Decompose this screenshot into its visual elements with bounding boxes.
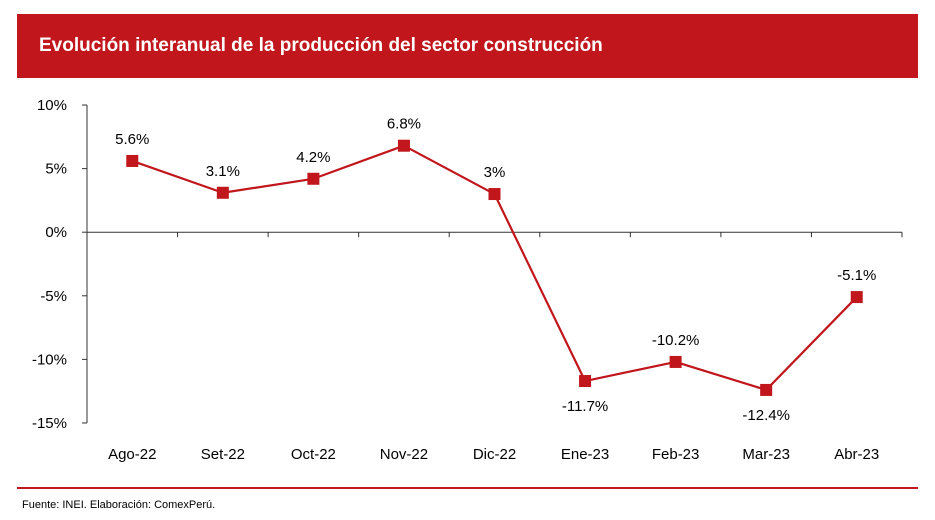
data-label: -10.2%: [652, 332, 700, 349]
data-labels-group: 5.6% 3.1% 4.2% 6.8% 3% -11.7% -10.2% -12.4% -5.1…: [115, 116, 876, 424]
series-line-group: [126, 139, 863, 396]
data-point-marker: [669, 355, 682, 368]
x-tick-label: Oct-22: [291, 446, 336, 463]
footer-divider: [17, 487, 918, 489]
x-tick-label: Mar-23: [742, 446, 790, 463]
x-tick-label: Feb-23: [652, 446, 700, 463]
data-point-marker: [760, 383, 773, 396]
y-tick-label: -15%: [32, 415, 67, 432]
y-tick-label: -10%: [32, 351, 67, 368]
data-point-marker: [126, 154, 139, 167]
data-point-marker: [397, 139, 410, 152]
y-tick-label: 5%: [45, 161, 67, 178]
data-label: 3.1%: [206, 163, 240, 180]
data-label: -5.1%: [837, 267, 876, 284]
data-point-marker: [216, 186, 229, 199]
data-point-marker: [579, 375, 592, 388]
data-label: 4.2%: [296, 149, 330, 166]
x-tick-label: Nov-22: [380, 446, 428, 463]
chart-title: Evolución interanual de la producción de…: [39, 35, 603, 56]
data-point-marker: [850, 291, 863, 304]
data-point-marker: [307, 172, 320, 185]
x-tick-label: Abr-23: [834, 446, 879, 463]
x-tick-label: Ago-22: [108, 446, 156, 463]
chart-title-band: Evolución interanual de la producción de…: [17, 14, 918, 78]
y-tick-label: -5%: [40, 288, 67, 305]
x-tick-label: Dic-22: [473, 446, 516, 463]
data-label: -12.4%: [742, 407, 790, 424]
data-label: 6.8%: [387, 116, 421, 133]
source-note: Fuente: INEI. Elaboración: ComexPerú.: [22, 499, 216, 511]
y-tick-label: 10%: [37, 97, 67, 114]
x-tick-label: Ene-23: [561, 446, 609, 463]
data-label: -11.7%: [562, 398, 608, 415]
data-label: 5.6%: [115, 131, 149, 148]
data-point-marker: [488, 188, 501, 201]
data-label: 3%: [484, 164, 506, 181]
series-line: [131, 144, 858, 392]
chart-axes: 10% 5% 0% -5% -10% -15% Ago-22 Set-22 Oct-22 Nov-…: [32, 97, 903, 463]
y-tick-label: 0%: [45, 224, 67, 241]
x-tick-label: Set-22: [201, 446, 245, 463]
